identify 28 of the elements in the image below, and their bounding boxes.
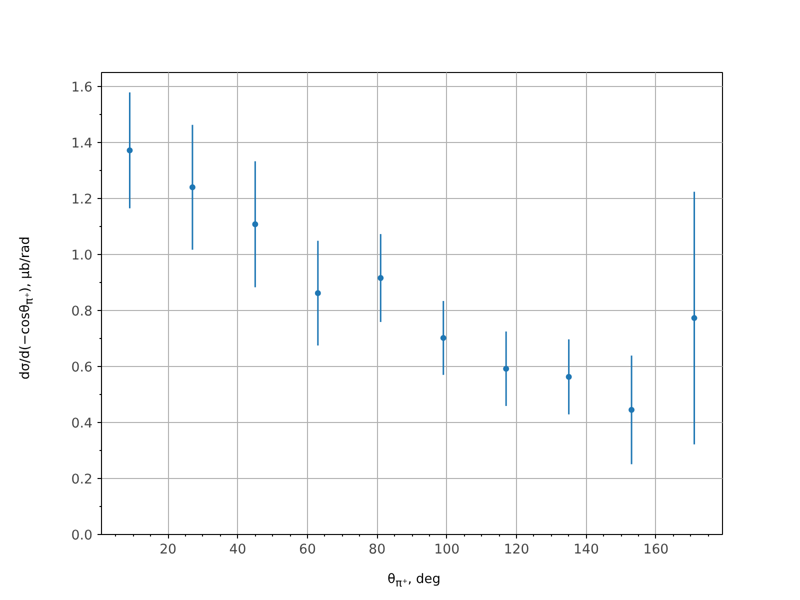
point bbox=[566, 374, 572, 380]
y-tick-label: 0.8 bbox=[71, 304, 93, 320]
y-tick-label: 0.2 bbox=[71, 472, 93, 488]
x-axis-title: θ$_{π⁺}$, deg bbox=[388, 571, 440, 592]
point bbox=[440, 334, 446, 341]
x-tick-label: 160 bbox=[643, 542, 669, 558]
point bbox=[628, 406, 635, 413]
x-tick-label: 120 bbox=[504, 542, 530, 558]
y-tick-label: 1.6 bbox=[71, 80, 93, 96]
y-tick-label: 1.4 bbox=[71, 136, 93, 152]
y-tick-label: 0.4 bbox=[71, 416, 93, 432]
point bbox=[126, 147, 133, 154]
x-tick-label: 20 bbox=[160, 542, 177, 558]
y-tick-label: 1.0 bbox=[71, 248, 93, 264]
point bbox=[503, 366, 510, 372]
x-tick-label: 40 bbox=[229, 542, 246, 558]
y-tick-label: 1.2 bbox=[71, 192, 93, 208]
point bbox=[378, 275, 384, 282]
x-tick-label: 140 bbox=[574, 542, 599, 558]
x-tick-label: 60 bbox=[298, 542, 316, 558]
point bbox=[189, 184, 196, 190]
x-tick-label: 80 bbox=[368, 542, 386, 558]
point bbox=[314, 290, 321, 296]
point bbox=[691, 315, 698, 322]
y-tick-label: 0.6 bbox=[71, 360, 93, 376]
point bbox=[252, 221, 258, 228]
y-tick-label: 0.0 bbox=[71, 528, 93, 544]
x-tick-label: 100 bbox=[434, 542, 460, 558]
